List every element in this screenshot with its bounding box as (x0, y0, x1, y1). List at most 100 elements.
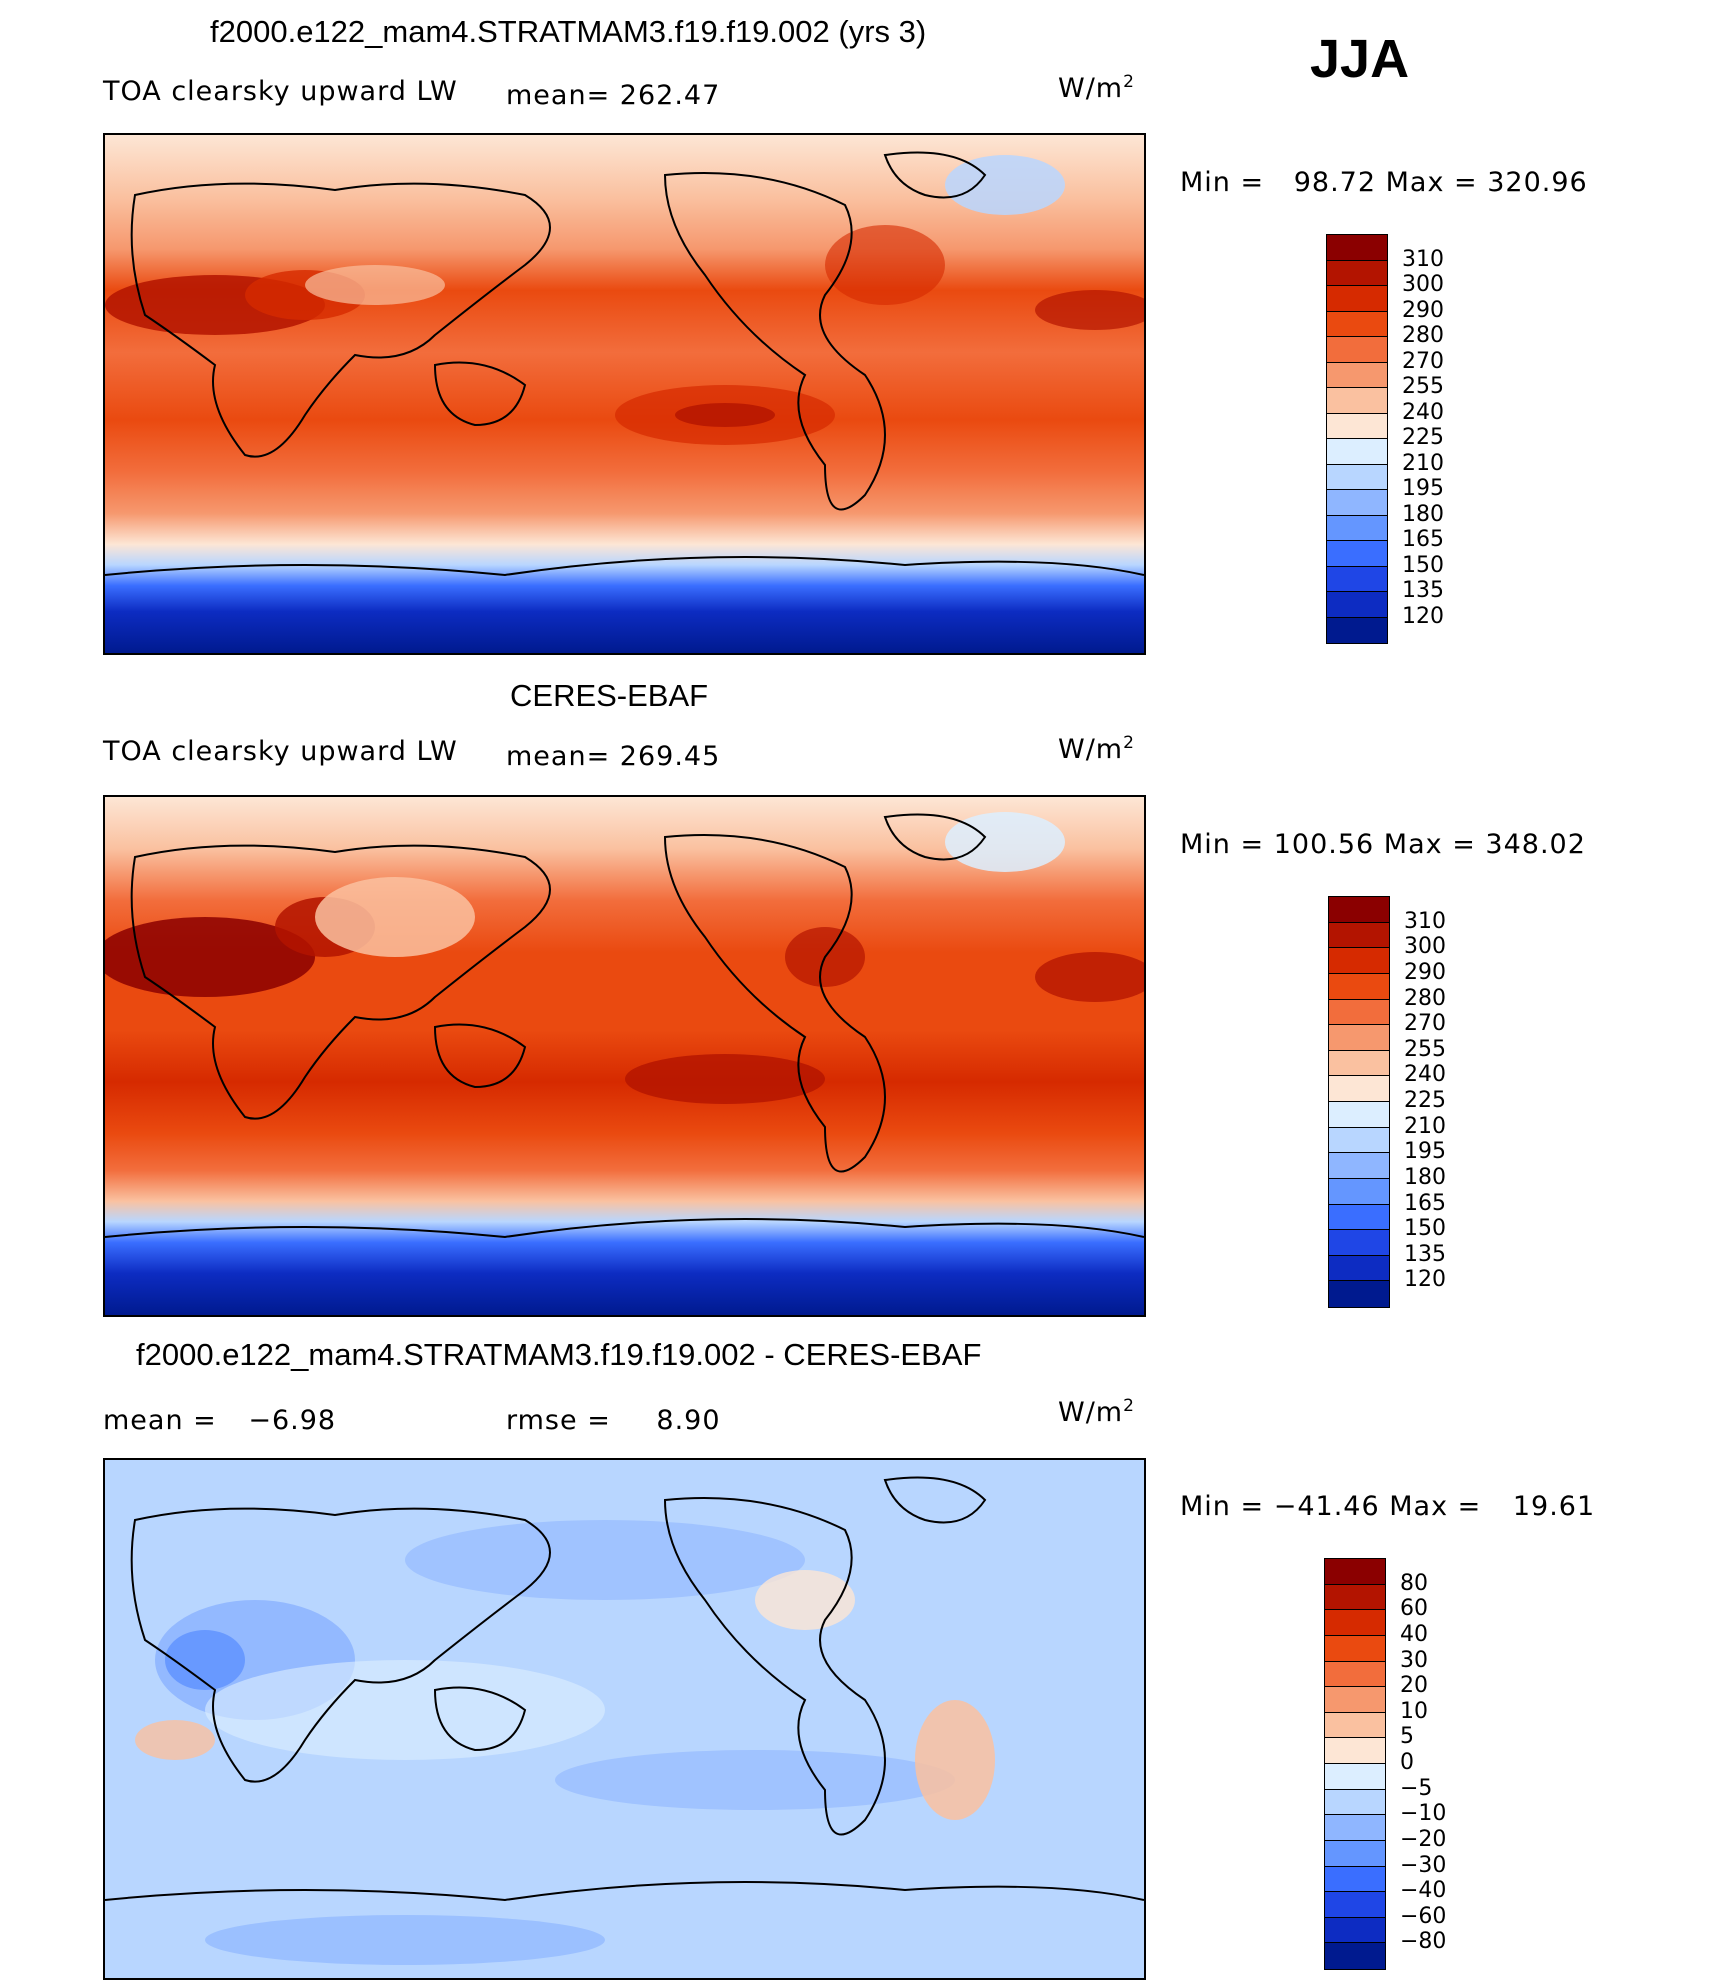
panel3-colorbar (1324, 1558, 1386, 1970)
colorbar-tick-label: −40 (1400, 1878, 1447, 1904)
colorbar-cell (1327, 490, 1387, 516)
colorbar-cell (1325, 1840, 1385, 1867)
panel1-min-label: Min = (1180, 167, 1265, 198)
panel2-min-value: 100.56 (1273, 829, 1375, 860)
panel3-units-sup: 2 (1123, 1396, 1135, 1416)
colorbar-tick-label: 10 (1400, 1698, 1428, 1724)
colorbar-cell (1325, 1764, 1385, 1790)
panel2-max-label: Max = (1383, 829, 1476, 860)
colorbar-cell (1325, 1559, 1385, 1585)
panel3-min-label: Min = (1180, 1491, 1265, 1522)
colorbar-cell (1325, 1789, 1385, 1816)
colorbar-cell (1329, 1178, 1389, 1205)
panel3-units: W/m2 (1058, 1396, 1135, 1428)
panel2-units-sup: 2 (1123, 733, 1135, 753)
colorbar-cell (1325, 1815, 1385, 1841)
colorbar-cell (1329, 1230, 1389, 1256)
colorbar-cell (1327, 413, 1387, 439)
colorbar-tick-label: −80 (1400, 1929, 1447, 1955)
colorbar-tick-label: 255 (1402, 374, 1444, 399)
colorbar-tick-label: 225 (1404, 1088, 1446, 1113)
colorbar-cell (1329, 1255, 1389, 1282)
colorbar-cell (1325, 1943, 1385, 1969)
colorbar-tick-label: 255 (1404, 1036, 1446, 1062)
colorbar-cell (1327, 464, 1387, 490)
colorbar-cell (1327, 388, 1387, 414)
colorbar-cell (1327, 260, 1387, 286)
panel2-mean: mean= 269.45 (506, 741, 720, 772)
colorbar-cell (1325, 1866, 1385, 1893)
panel3-mean-label: mean = (103, 1405, 217, 1436)
colorbar-cell (1329, 1127, 1389, 1154)
colorbar-cell (1327, 566, 1387, 592)
colorbar-cell (1327, 541, 1387, 567)
panel1-mean: mean= 262.47 (506, 80, 720, 111)
panel2-map (103, 795, 1146, 1317)
colorbar-tick-label: −10 (1400, 1801, 1447, 1827)
panel1-colorbar (1326, 234, 1388, 644)
colorbar-tick-label: 150 (1402, 552, 1444, 578)
colorbar-cell (1325, 1892, 1385, 1918)
panel1-title: f2000.e122_mam4.STRATMAM3.f19.f19.002 (y… (210, 14, 927, 49)
colorbar-tick-label: 210 (1404, 1113, 1446, 1139)
panel2-max-value: 348.02 (1485, 829, 1586, 860)
panel1-units-text: W/m (1058, 73, 1124, 104)
colorbar-tick-label: 310 (1404, 908, 1446, 934)
colorbar-cell (1329, 1076, 1389, 1102)
colorbar-cell (1325, 1738, 1385, 1764)
colorbar-cell (1329, 1281, 1389, 1307)
panel2-title: CERES-EBAF (510, 678, 709, 713)
panel1-max-value: 320.96 (1487, 167, 1588, 198)
colorbar-tick-label: 135 (1404, 1241, 1446, 1267)
colorbar-tick-label: 40 (1400, 1621, 1428, 1647)
colorbar-tick-label: 165 (1404, 1190, 1446, 1216)
panel3-rmse: rmse = 8.90 (506, 1405, 721, 1436)
panel3-max-value: 19.61 (1512, 1491, 1596, 1522)
colorbar-cell (1329, 999, 1389, 1026)
panel3-minmax: Min = −41.46 Max = 19.61 (1180, 1491, 1595, 1522)
colorbar-cell (1325, 1635, 1385, 1662)
colorbar-cell (1327, 515, 1387, 541)
panel2-min-label: Min = (1180, 829, 1265, 860)
panel1-min-value: 98.72 (1293, 167, 1377, 198)
colorbar-tick-label: 120 (1402, 603, 1444, 629)
colorbar-tick-label: 80 (1400, 1570, 1428, 1596)
colorbar-cell (1327, 362, 1387, 388)
panel1-units: W/m2 (1058, 72, 1135, 104)
colorbar-tick-label: 290 (1402, 297, 1444, 323)
colorbar-cell (1329, 922, 1389, 949)
colorbar-cell (1327, 235, 1387, 261)
colorbar-cell (1329, 1025, 1389, 1051)
colorbar-cell (1327, 286, 1387, 312)
colorbar-tick-label: 270 (1404, 1011, 1446, 1037)
colorbar-cell (1327, 439, 1387, 465)
colorbar-tick-label: −5 (1400, 1775, 1433, 1801)
colorbar-tick-label: 280 (1404, 985, 1446, 1011)
colorbar-cell (1327, 311, 1387, 337)
colorbar-cell (1325, 1584, 1385, 1611)
colorbar-cell (1327, 617, 1387, 643)
panel2-units-text: W/m (1058, 734, 1124, 765)
colorbar-cell (1325, 1610, 1385, 1636)
colorbar-tick-label: 195 (1404, 1139, 1446, 1165)
colorbar-tick-label: 240 (1404, 1062, 1446, 1088)
panel3-max-label: Max = (1389, 1491, 1482, 1522)
colorbar-tick-label: 310 (1402, 246, 1444, 272)
colorbar-tick-label: −20 (1400, 1826, 1447, 1852)
colorbar-cell (1329, 948, 1389, 974)
panel2-mean-label: mean= (506, 741, 611, 772)
panel1-minmax: Min = 98.72 Max = 320.96 (1180, 167, 1588, 198)
colorbar-tick-label: 300 (1402, 272, 1444, 297)
panel1-variable: TOA clearsky upward LW (103, 76, 458, 107)
colorbar-cell (1325, 1661, 1385, 1688)
panel3-mean-value: −6.98 (248, 1405, 337, 1436)
panel2-variable: TOA clearsky upward LW (103, 736, 458, 767)
colorbar-cell (1327, 337, 1387, 363)
colorbar-tick-label: 0 (1400, 1750, 1414, 1775)
colorbar-cell (1325, 1712, 1385, 1739)
colorbar-tick-label: 290 (1404, 959, 1446, 985)
panel1-units-sup: 2 (1123, 72, 1135, 92)
panel2-units: W/m2 (1058, 733, 1135, 765)
panel3-map (103, 1458, 1146, 1980)
panel3-units-text: W/m (1058, 1397, 1124, 1428)
